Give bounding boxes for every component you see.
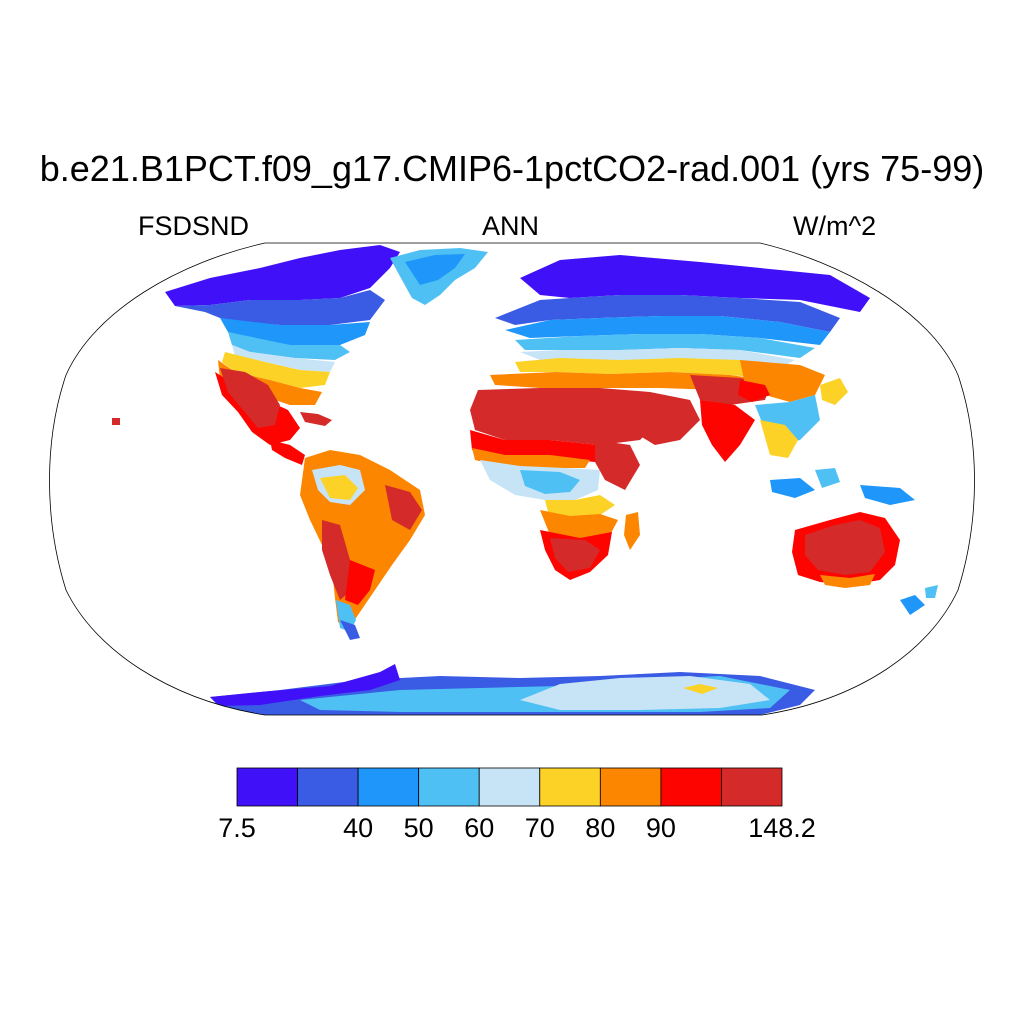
colorbar-tick-label: 80 (585, 813, 616, 843)
colorbar-box (539, 767, 601, 807)
korea-japan (820, 378, 848, 405)
colorbar-box (236, 767, 298, 807)
na-band2 (175, 290, 385, 325)
se-asia-yellow (760, 420, 798, 458)
oceania (770, 468, 938, 615)
s-africa-yellow (545, 495, 615, 518)
antarctica-east-edge (210, 664, 400, 706)
colorbar-tick-label: 90 (645, 813, 676, 843)
na-band4 (228, 332, 350, 360)
caribbean (300, 412, 332, 426)
nz-north (925, 585, 938, 598)
antarctica-dome (683, 684, 718, 694)
colorbar (236, 767, 783, 807)
na-band5 (232, 345, 335, 372)
colorbar-tick-label: 50 (403, 813, 434, 843)
new-guinea (860, 485, 915, 505)
season-label: ANN (482, 211, 540, 241)
new-zealand (900, 595, 925, 615)
eur-arctic (520, 255, 870, 312)
colorbar-box (297, 767, 359, 807)
sa-ne-hot (385, 485, 422, 530)
africa-asia-south (470, 358, 848, 580)
mediterranean-band (515, 358, 790, 380)
arabia (600, 392, 700, 445)
sahel-orange (472, 448, 590, 468)
tibet (738, 380, 770, 402)
east-africa (595, 440, 640, 490)
eur-band4 (515, 334, 815, 358)
indonesia-2 (815, 468, 840, 488)
colorbar-box (478, 767, 541, 807)
india (700, 400, 755, 462)
na-arctic (165, 245, 400, 306)
greenland-inner (405, 254, 465, 285)
central-america (270, 440, 305, 465)
sa-south (345, 560, 375, 605)
antarctica (210, 664, 815, 715)
antarctica-plateau (520, 676, 770, 710)
indonesia-1 (770, 478, 815, 498)
sa-amazon-yellow (320, 475, 358, 500)
na-band7 (218, 360, 322, 405)
south-america (300, 450, 425, 640)
globe-outline (49, 242, 975, 716)
colorbar-tick-label: 7.5 (218, 813, 256, 843)
colorbar-tick-label: 148.2 (748, 813, 816, 843)
colorbar-tick-label: 40 (343, 813, 374, 843)
madagascar (624, 512, 640, 550)
na-sw-hot (220, 368, 280, 428)
sa-tip (340, 620, 360, 640)
variable-label: FSDSND (138, 211, 250, 241)
sahel-red (470, 430, 615, 462)
units-label: W/m^2 (793, 211, 877, 241)
colorbar-box (721, 767, 783, 807)
eur-band2 (495, 295, 840, 332)
plot-title: b.e21.B1PCT.f09_g17.CMIP6-1pctCO2-rad.00… (39, 148, 985, 189)
na-band6 (222, 352, 330, 388)
colorbar-box (660, 767, 722, 807)
eur-band3 (505, 316, 830, 345)
colorbar-tick-label: 70 (524, 813, 555, 843)
kalahari (550, 538, 600, 572)
congo-blue (520, 470, 580, 494)
australia-south (820, 574, 875, 588)
colorbar-tick-label: 60 (464, 813, 495, 843)
sa-andes-hot (322, 520, 352, 600)
colorbar-box (418, 767, 480, 807)
hawaii (112, 418, 120, 425)
colorbar-box (357, 767, 420, 807)
s-africa-orange (540, 510, 618, 540)
colorbar-box (599, 767, 662, 807)
australia-hot (805, 520, 885, 575)
north-america (165, 245, 400, 465)
